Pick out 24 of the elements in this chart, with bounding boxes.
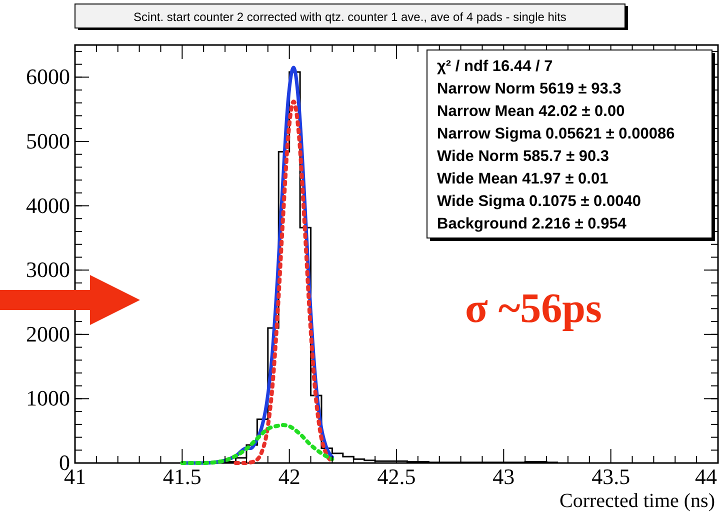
annotation: Wide Norm 585.7 ± 90.3 — [437, 148, 610, 165]
y-tick-label: 6000 — [26, 64, 70, 90]
chart-title: Scint. start counter 2 corrected with qtz. counter 1 ave., ave of 4 pads - single hits — [134, 10, 566, 24]
y-tick-label: 2000 — [26, 321, 70, 346]
annotation: Narrow Norm 5619 ± 93.3 — [437, 80, 622, 98]
y-tick-label: 1000 — [26, 386, 70, 411]
x-tick-label: 42 — [278, 464, 300, 489]
annotation: Narrow Mean 42.02 ± 0.00 — [437, 103, 625, 120]
annotation: χ² / ndf 16.44 / 7 — [437, 58, 553, 75]
x-tick-label: 43 — [492, 464, 515, 489]
y-tick-label: 4000 — [26, 192, 70, 218]
y-tick-label: 3000 — [26, 257, 70, 282]
annotation: Wide Sigma 0.1075 ± 0.0040 — [437, 193, 641, 210]
annotation: σ ~56ps — [465, 286, 602, 332]
annotation: Background 2.216 ± 0.954 — [437, 216, 627, 232]
x-tick-label: 43.5 — [592, 464, 630, 489]
x-axis-title: Corrected time (ns) — [560, 490, 715, 512]
annotation: Narrow Sigma 0.05621 ± 0.00086 — [437, 126, 676, 142]
annotation: Wide Mean 41.97 ± 0.01 — [437, 170, 609, 188]
y-tick-label: 5000 — [26, 128, 70, 154]
x-tick-label: 42.5 — [377, 464, 416, 489]
x-tick-label: 41.5 — [162, 464, 202, 489]
x-tick-label: 44 — [695, 464, 717, 489]
line-series — [180, 423, 334, 465]
